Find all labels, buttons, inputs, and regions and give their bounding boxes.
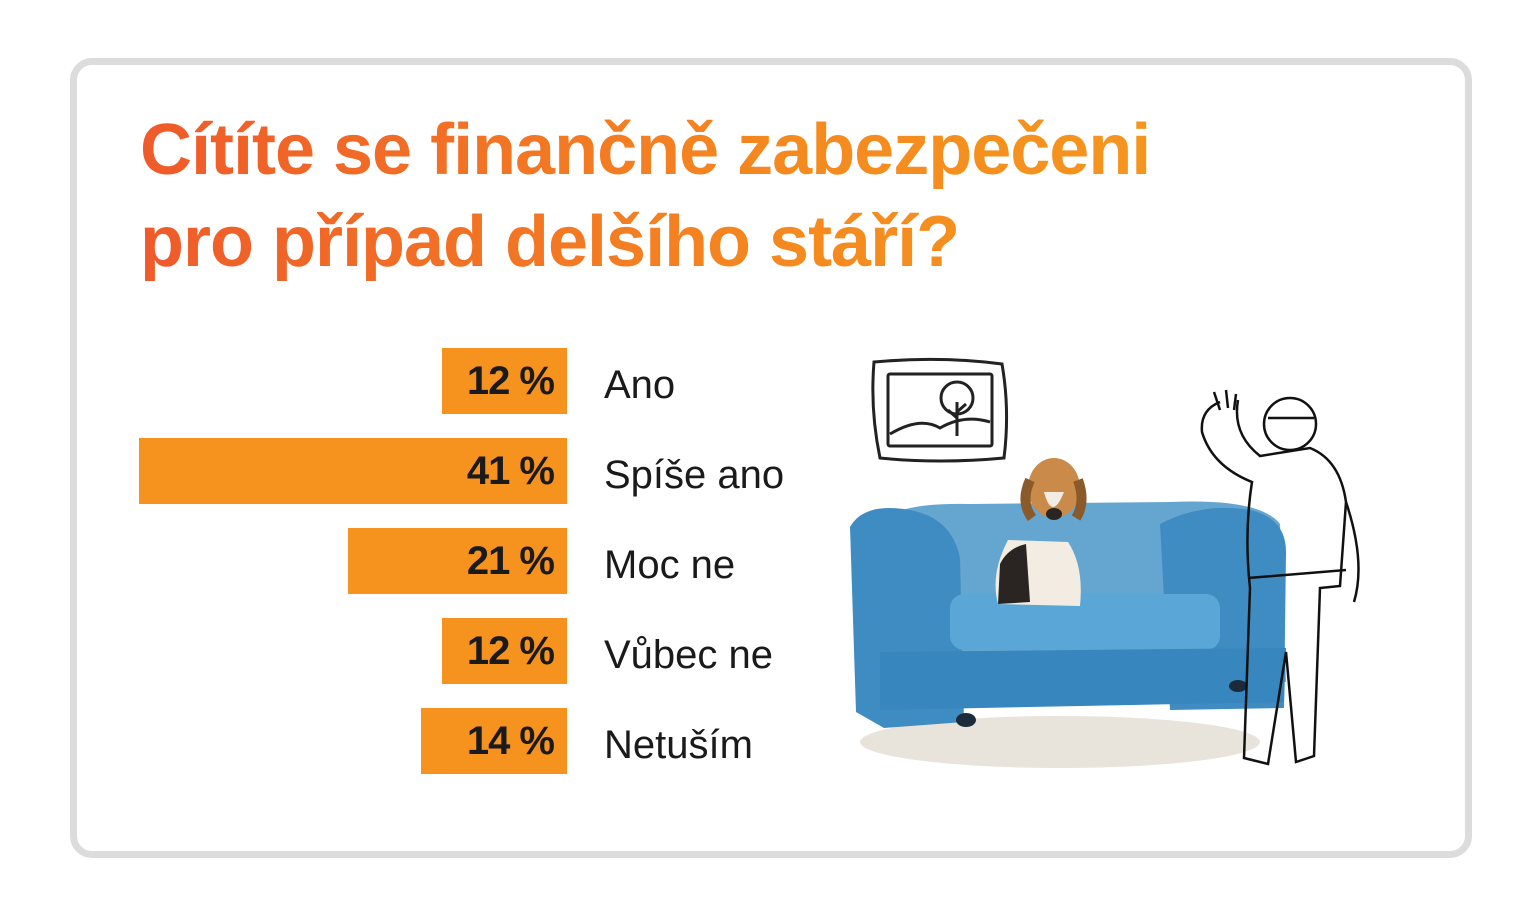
category-label-5: Netuším <box>604 723 753 767</box>
bar-5 <box>421 708 567 774</box>
waving-man <box>1200 389 1360 766</box>
category-label-3: Moc ne <box>604 543 736 587</box>
bar-3 <box>348 528 567 594</box>
title-line-1: Cítíte se finančně zabezpečeni <box>140 110 1151 190</box>
value-label-1: 12 % <box>466 359 555 403</box>
category-label-2: Spíše ano <box>604 453 785 497</box>
value-label-4: 12 % <box>466 629 555 673</box>
floor-shadow <box>860 716 1260 768</box>
bar-4 <box>442 618 567 684</box>
bar-1 <box>442 348 567 414</box>
title-line-2: pro případ delšího stáří? <box>140 202 960 282</box>
category-label-4: Vůbec ne <box>604 633 774 677</box>
value-label-3: 21 % <box>466 539 555 583</box>
chart-title: Cítíte se finančně zabezpečeni pro přípa… <box>140 104 1340 288</box>
value-label-5: 14 % <box>466 719 555 763</box>
framed-picture <box>871 357 1009 463</box>
beagle-dog <box>995 458 1087 606</box>
value-label-2: 41 % <box>466 449 555 493</box>
category-label-1: Ano <box>604 363 676 407</box>
sofa-illustration <box>850 357 1360 768</box>
sofa <box>850 501 1286 728</box>
bar-2 <box>139 438 567 504</box>
